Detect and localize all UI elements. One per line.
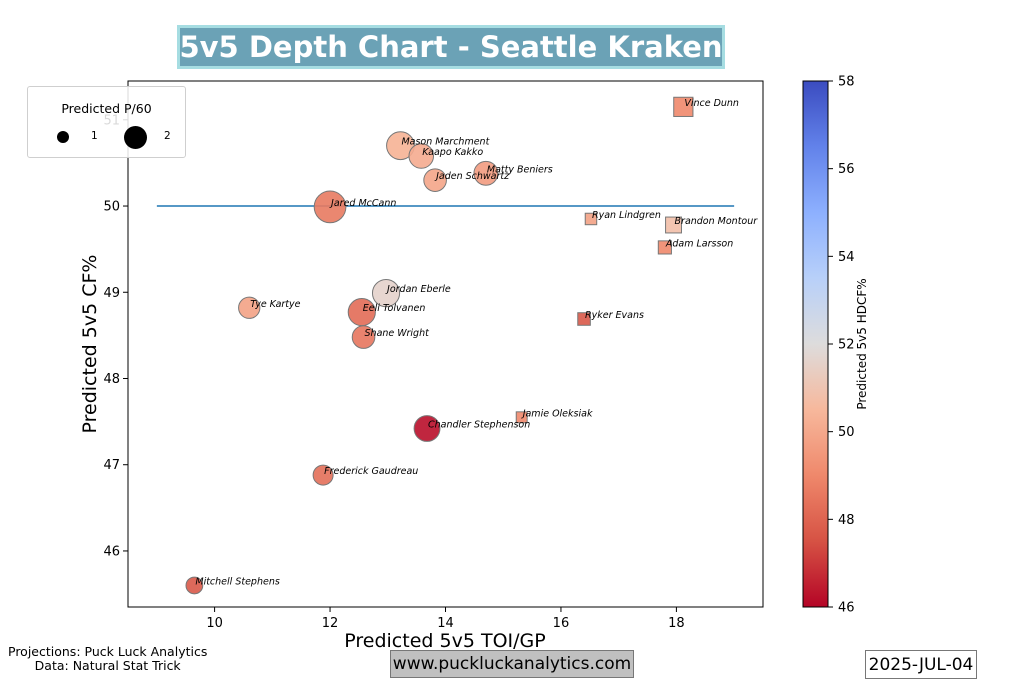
label-ryan-lindgren: Ryan Lindgren (592, 210, 661, 221)
size-legend: Predicted P/60 1 2 (27, 86, 186, 158)
point-jamie-oleksiak (515, 411, 528, 424)
colorbar-tick-label-56: 56 (838, 162, 855, 177)
point-kaapo-kakko (408, 143, 435, 169)
point-ryan-lindgren (584, 212, 598, 226)
point-matty-beniers (473, 160, 499, 186)
x-tick-label-14: 14 (437, 616, 454, 631)
point-mitchell-stephens (185, 576, 204, 595)
label-kaapo-kakko: Kaapo Kakko (422, 147, 483, 158)
label-mason-marchment: Mason Marchment (401, 137, 490, 148)
point-adam-larsson (657, 240, 672, 255)
y-tick-label-47: 47 (103, 458, 120, 473)
credit-data: Data: Natural Stat Trick (34, 658, 181, 673)
label-chandler-stephenson: Chandler Stephenson (428, 420, 530, 431)
y-tick-label-50: 50 (103, 200, 120, 215)
label-jaden-schwartz: Jaden Schwartz (434, 171, 510, 182)
colorbar-tick-label-52: 52 (838, 338, 855, 353)
date-stamp: 2025-JUL-04 (865, 650, 977, 679)
colorbar-ticks: 46 48 50 52 54 56 58 (828, 75, 855, 616)
label-jamie-oleksiak: Jamie Oleksiak (521, 408, 593, 419)
x-tick-label-16: 16 (553, 616, 570, 631)
colorbar (802, 80, 829, 608)
point-jared-mccann (313, 190, 347, 224)
data-points (185, 96, 694, 595)
point-jaden-schwartz (423, 168, 447, 192)
y-tick-label-49: 49 (103, 286, 120, 301)
point-shane-wright (351, 325, 376, 349)
label-mitchell-stephens: Mitchell Stephens (195, 576, 279, 587)
y-axis-label: Predicted 5v5 CF% (79, 255, 101, 434)
legend-label-small: 1 (91, 130, 98, 142)
point-brandon-montour (665, 216, 682, 234)
website-link[interactable]: www.puckluckanalytics.com (390, 650, 634, 678)
label-jared-mccann: Jared McCann (329, 198, 396, 209)
legend-marker-small (57, 131, 69, 143)
point-jordan-eberle (371, 279, 401, 308)
x-tick-label-12: 12 (322, 616, 339, 631)
legend-marker-large (124, 126, 147, 149)
colorbar-tick-label-48: 48 (838, 513, 855, 528)
label-jordan-eberle: Jordan Eberle (385, 284, 451, 295)
point-ryker-evans (577, 312, 591, 326)
label-ryker-evans: Ryker Evans (585, 310, 644, 321)
colorbar-tick-label-46: 46 (838, 601, 855, 616)
colorbar-tick-label-50: 50 (838, 425, 855, 440)
colorbar-label: Predicted 5v5 HDCF% (855, 278, 869, 409)
label-matty-beniers: Matty Beniers (487, 164, 553, 175)
y-tick-label-46: 46 (103, 544, 120, 559)
label-brandon-montour: Brandon Montour (675, 216, 759, 227)
credits: Projections: Puck Luck Analytics Data: N… (8, 645, 207, 673)
colorbar-tick-label-58: 58 (838, 75, 855, 90)
label-vince-dunn: Vince Dunn (684, 98, 739, 109)
x-axis-label: Predicted 5v5 TOI/GP (344, 630, 545, 652)
point-chandler-stephenson (413, 415, 441, 442)
legend-label-large: 2 (164, 130, 171, 142)
point-vince-dunn (673, 96, 694, 117)
y-tick-label-48: 48 (103, 372, 120, 387)
legend-title: Predicted P/60 (61, 101, 152, 116)
label-adam-larsson: Adam Larsson (665, 238, 733, 249)
point-tye-kartye (238, 296, 261, 319)
label-shane-wright: Shane Wright (365, 328, 431, 339)
label-eeli-tolvanen: Eeli Tolvanen (363, 303, 426, 314)
label-frederick-gaudreau: Frederick Gaudreau (324, 466, 418, 477)
x-tick-label-10: 10 (206, 616, 223, 631)
credit-projections: Projections: Puck Luck Analytics (8, 644, 208, 659)
colorbar-tick-label-54: 54 (838, 250, 855, 265)
x-tick-label-18: 18 (668, 616, 685, 631)
chart-title: 5v5 Depth Chart - Seattle Kraken (177, 25, 725, 69)
point-frederick-gaudreau (312, 464, 334, 486)
plot-area (127, 80, 764, 608)
label-tye-kartye: Tye Kartye (250, 299, 300, 310)
